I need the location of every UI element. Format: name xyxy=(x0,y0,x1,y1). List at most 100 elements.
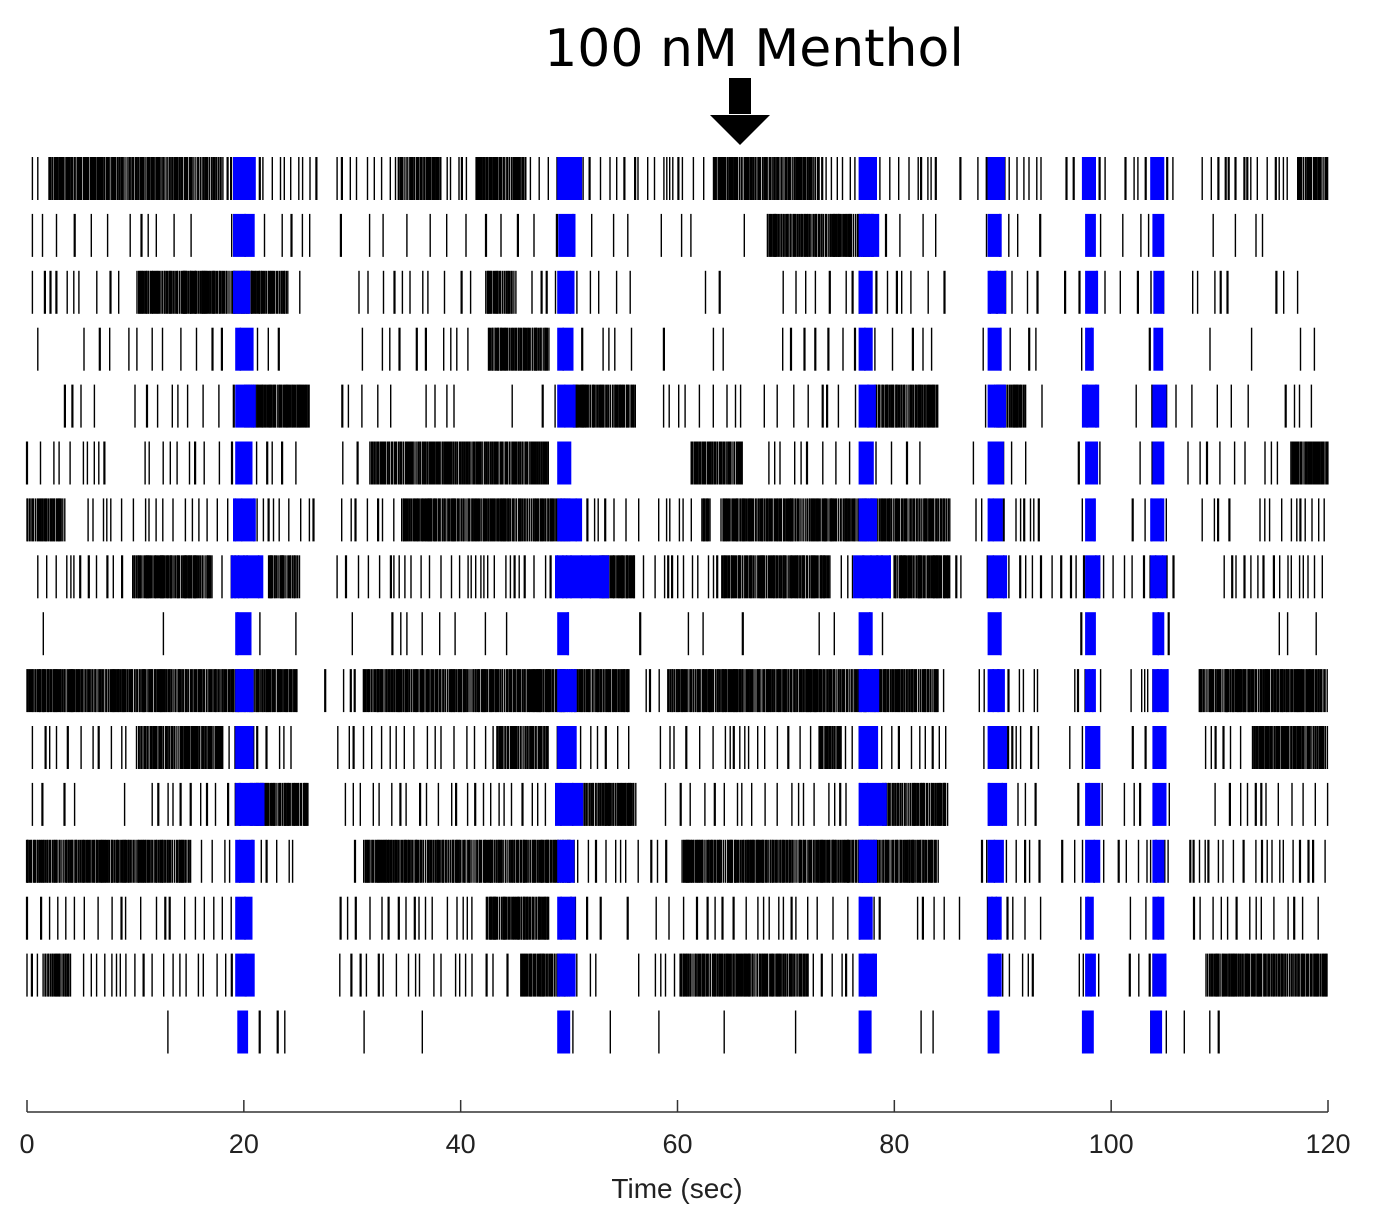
stimulus-window xyxy=(1085,555,1101,599)
stimulus-window xyxy=(853,555,891,599)
trial-row-9 xyxy=(42,612,1317,656)
stimulus-window xyxy=(235,441,253,485)
stimulus-window xyxy=(858,669,880,713)
x-tick-label: 120 xyxy=(1305,1129,1350,1159)
trial-row-10 xyxy=(26,669,1328,713)
stimulus-window xyxy=(858,498,877,542)
stimulus-window xyxy=(987,896,1002,940)
stimulus-window xyxy=(1152,669,1169,713)
trial-row-7 xyxy=(26,498,1325,542)
stimulus-window xyxy=(557,612,570,656)
x-tick-label: 60 xyxy=(662,1129,692,1159)
stimulus-window xyxy=(858,953,877,997)
x-tick-label: 100 xyxy=(1089,1129,1134,1159)
stimulus-window xyxy=(233,213,255,257)
stimulus-window xyxy=(235,612,252,656)
stimulus-window xyxy=(557,896,576,940)
stimulus-window xyxy=(233,157,256,200)
stimulus-window xyxy=(233,498,256,542)
stimulus-window xyxy=(987,384,1006,428)
stimulus-window xyxy=(1081,1010,1094,1054)
stimulus-window xyxy=(987,612,1002,656)
stimulus-window xyxy=(987,498,1003,542)
stimulus-window xyxy=(235,896,253,940)
stimulus-window xyxy=(1152,612,1165,656)
stimulus-window xyxy=(230,555,264,599)
trial-row-4 xyxy=(37,327,1316,371)
stimulus-window xyxy=(858,270,873,314)
stimulus-window xyxy=(987,1010,1000,1054)
trial-row-14 xyxy=(25,896,1319,940)
stimulus-window xyxy=(235,327,254,371)
stimulus-window xyxy=(1153,270,1165,314)
trial-row-11 xyxy=(31,726,1329,769)
stimulus-window xyxy=(858,896,873,940)
stimulus-window xyxy=(1150,1010,1163,1054)
stimulus-window xyxy=(557,157,583,200)
stimulus-window xyxy=(1085,441,1099,485)
raster-trials xyxy=(25,157,1329,1054)
stimulus-window xyxy=(557,498,583,542)
stimulus-window xyxy=(233,270,251,314)
stimulus-window xyxy=(1085,839,1101,883)
stimulus-window xyxy=(235,726,254,769)
stimulus-window xyxy=(987,441,1004,485)
stimulus-window xyxy=(1152,782,1167,826)
stimulus-window xyxy=(1150,555,1167,599)
trial-row-6 xyxy=(25,441,1329,485)
trial-row-3 xyxy=(31,270,1299,314)
stimulus-window xyxy=(555,555,610,599)
stimulus-window xyxy=(1152,839,1165,883)
stimulus-window xyxy=(987,270,1006,314)
trial-row-8 xyxy=(37,555,1324,599)
stimulus-window xyxy=(237,1010,249,1054)
stimulus-window xyxy=(1150,498,1165,542)
stimulus-window xyxy=(557,384,576,428)
stimulus-window xyxy=(858,327,873,371)
stimulus-window xyxy=(987,213,1002,257)
stimulus-window xyxy=(1081,157,1096,200)
stimulus-window xyxy=(987,726,1008,769)
stimulus-window xyxy=(858,441,874,485)
x-tick-label: 80 xyxy=(879,1129,909,1159)
stimulus-window xyxy=(858,726,879,769)
stimulus-window xyxy=(557,839,575,883)
stimulus-window xyxy=(858,384,876,428)
stimulus-window xyxy=(235,953,255,997)
arrow-down-icon xyxy=(710,78,770,145)
trial-row-12 xyxy=(31,782,1329,826)
stimulus-window xyxy=(987,669,1005,713)
stimulus-window xyxy=(1152,384,1167,428)
x-axis: 0 20 40 60 80 100 120 xyxy=(19,1100,1351,1159)
stimulus-window xyxy=(558,213,576,257)
stimulus-window xyxy=(1085,213,1096,257)
stimulus-window xyxy=(858,839,877,883)
stimulus-window xyxy=(1152,896,1165,940)
stimulus-window xyxy=(987,839,1004,883)
stimulus-window xyxy=(1085,782,1101,826)
x-tick-label: 20 xyxy=(229,1129,259,1159)
stimulus-window xyxy=(235,384,256,428)
stimulus-window xyxy=(987,782,1008,826)
stimulus-window xyxy=(235,839,255,883)
trial-row-13 xyxy=(25,839,1326,883)
stimulus-window xyxy=(235,669,254,713)
stimulus-window xyxy=(1085,270,1099,314)
stimulus-window xyxy=(858,1010,872,1054)
stimulus-window xyxy=(1152,953,1167,997)
stimulus-window xyxy=(555,782,584,826)
stimulus-window xyxy=(557,1010,571,1054)
stimulus-window xyxy=(1153,327,1164,371)
stimulus-window xyxy=(557,726,577,769)
stimulus-window xyxy=(1085,726,1101,769)
stimulus-window xyxy=(557,327,574,371)
stimulus-window xyxy=(557,441,572,485)
stimulus-window xyxy=(1150,157,1165,200)
stimulus-window xyxy=(858,782,887,826)
stimulus-window xyxy=(987,953,1002,997)
stimulus-window xyxy=(987,157,1005,200)
stimulus-window xyxy=(987,555,1008,599)
stimulus-window xyxy=(858,213,880,257)
stimulus-window xyxy=(858,612,873,656)
